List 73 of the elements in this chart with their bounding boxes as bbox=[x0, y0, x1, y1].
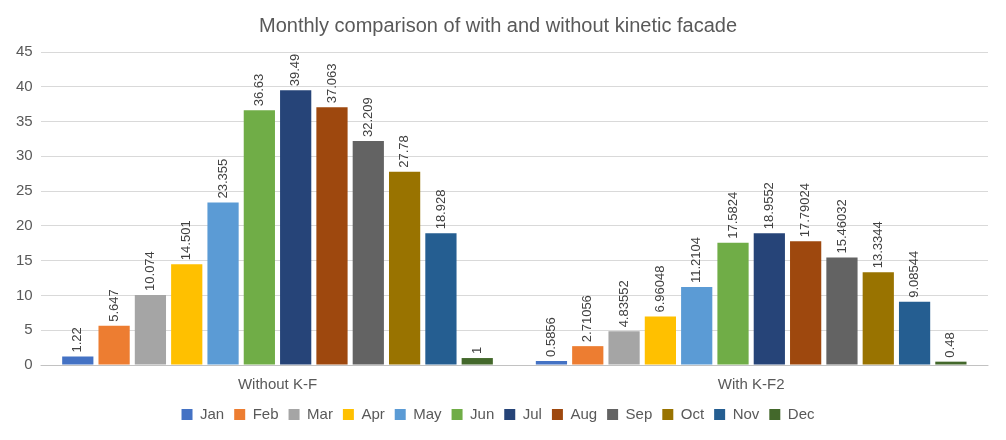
bar bbox=[316, 107, 348, 365]
bar bbox=[790, 241, 822, 365]
data-label: 1.22 bbox=[69, 327, 85, 353]
legend-label: Jul bbox=[522, 404, 542, 422]
data-label: 5.647 bbox=[105, 289, 121, 322]
bar bbox=[898, 301, 931, 365]
data-label: 14.501 bbox=[178, 220, 194, 261]
data-label: 15.46032 bbox=[833, 199, 849, 254]
legend-label: Dec bbox=[787, 404, 815, 422]
x-tick-label: Without K-F bbox=[237, 375, 318, 393]
bar bbox=[134, 294, 167, 365]
data-label: 9.08544 bbox=[906, 250, 922, 298]
legend-label: Nov bbox=[732, 404, 760, 422]
bar bbox=[389, 171, 421, 365]
data-label: 27.78 bbox=[396, 135, 412, 168]
bar bbox=[207, 202, 239, 365]
data-label: 11.2104 bbox=[688, 236, 704, 284]
legend-label: May bbox=[413, 404, 443, 422]
data-label: 18.9552 bbox=[760, 182, 776, 230]
chart-title: Monthly comparison of with and without kinetic facade bbox=[258, 13, 738, 36]
y-tick-label: 35 bbox=[16, 111, 33, 129]
data-label: 17.5824 bbox=[724, 191, 740, 239]
bar bbox=[535, 360, 568, 365]
bar bbox=[862, 272, 894, 365]
y-tick-label: 5 bbox=[24, 320, 33, 338]
bar bbox=[352, 140, 384, 365]
legend-label: Apr bbox=[361, 404, 385, 422]
bar bbox=[572, 346, 604, 365]
bar bbox=[644, 316, 676, 365]
legend-label: Sep bbox=[625, 404, 653, 422]
data-label: 0.5856 bbox=[543, 317, 559, 357]
y-tick-label: 15 bbox=[16, 250, 33, 268]
data-label: 2.71056 bbox=[579, 295, 595, 343]
bar bbox=[935, 361, 967, 365]
bar bbox=[425, 233, 457, 365]
x-tick-label: With K-F2 bbox=[717, 375, 785, 393]
bar bbox=[280, 90, 312, 365]
data-label: 23.355 bbox=[214, 158, 230, 199]
y-tick-label: 25 bbox=[16, 181, 33, 199]
y-tick-label: 10 bbox=[16, 285, 33, 303]
y-tick-label: 40 bbox=[16, 76, 33, 94]
data-label: 1 bbox=[468, 346, 484, 355]
data-label: 10.074 bbox=[141, 251, 157, 291]
bar bbox=[243, 110, 275, 365]
data-label: 18.928 bbox=[432, 189, 448, 230]
y-tick-label: 0 bbox=[24, 355, 33, 373]
legend-label: Aug bbox=[570, 404, 598, 422]
legend-label: Mar bbox=[307, 404, 333, 422]
data-label: 36.63 bbox=[250, 73, 266, 107]
bar bbox=[717, 242, 749, 365]
legend-label: Jun bbox=[470, 404, 495, 422]
data-label: 13.3344 bbox=[869, 221, 885, 269]
bar bbox=[461, 358, 493, 365]
legend-label: Feb bbox=[252, 404, 279, 422]
data-label: 32.209 bbox=[359, 97, 375, 137]
y-tick-label: 30 bbox=[16, 146, 33, 164]
bar bbox=[98, 325, 130, 365]
legend-label: Oct bbox=[680, 404, 705, 422]
data-label: 39.49 bbox=[287, 53, 303, 87]
legend-label: Jan bbox=[200, 404, 225, 422]
bar bbox=[826, 257, 858, 365]
y-tick-label: 20 bbox=[16, 216, 33, 234]
data-label: 0.48 bbox=[942, 332, 958, 358]
data-label: 37.063 bbox=[323, 63, 339, 104]
data-label: 6.96048 bbox=[651, 265, 667, 313]
data-label: 4.83552 bbox=[615, 280, 631, 328]
bar bbox=[681, 287, 713, 365]
bar bbox=[171, 264, 203, 365]
y-tick-label: 45 bbox=[16, 42, 33, 60]
bar bbox=[753, 233, 785, 365]
bar bbox=[608, 331, 640, 365]
data-label: 17.79024 bbox=[797, 183, 813, 238]
bar bbox=[62, 356, 94, 365]
